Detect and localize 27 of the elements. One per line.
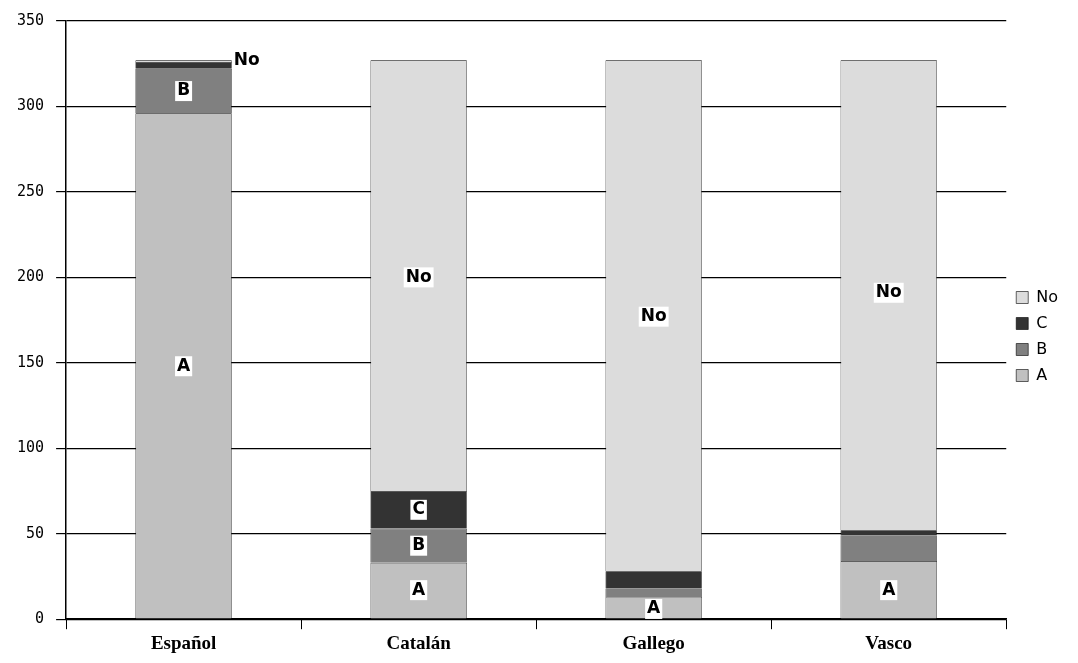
legend-label: B [1036, 338, 1048, 358]
legend-label: No [1036, 286, 1059, 306]
x-tick-label: Catalán [386, 631, 452, 653]
annotation: B [177, 79, 191, 100]
y-tick-label: 50 [26, 523, 45, 542]
y-tick-label: 0 [35, 609, 45, 628]
annotation: No [405, 265, 432, 286]
annotation: B [412, 534, 426, 555]
annotation: No [875, 281, 902, 302]
annotation: No [640, 305, 667, 326]
x-tick-label: Español [150, 631, 217, 653]
annotation: A [177, 354, 192, 375]
y-tick-label: 350 [17, 10, 45, 29]
y-tick-label: 100 [17, 438, 45, 457]
annotation: C [412, 498, 425, 519]
annotation: A [647, 597, 662, 618]
y-tick-label: 300 [17, 96, 45, 115]
x-tick-label: Vasco [865, 631, 913, 653]
annotation: No [233, 48, 260, 69]
annotation: A [882, 578, 897, 599]
x-tick-label: Gallego [622, 631, 685, 653]
legend-label: A [1036, 364, 1048, 384]
y-tick-label: 150 [17, 352, 45, 371]
legend-label: C [1036, 312, 1048, 332]
y-tick-label: 250 [17, 181, 45, 200]
y-tick-label: 200 [17, 267, 45, 286]
annotation: A [412, 578, 427, 599]
